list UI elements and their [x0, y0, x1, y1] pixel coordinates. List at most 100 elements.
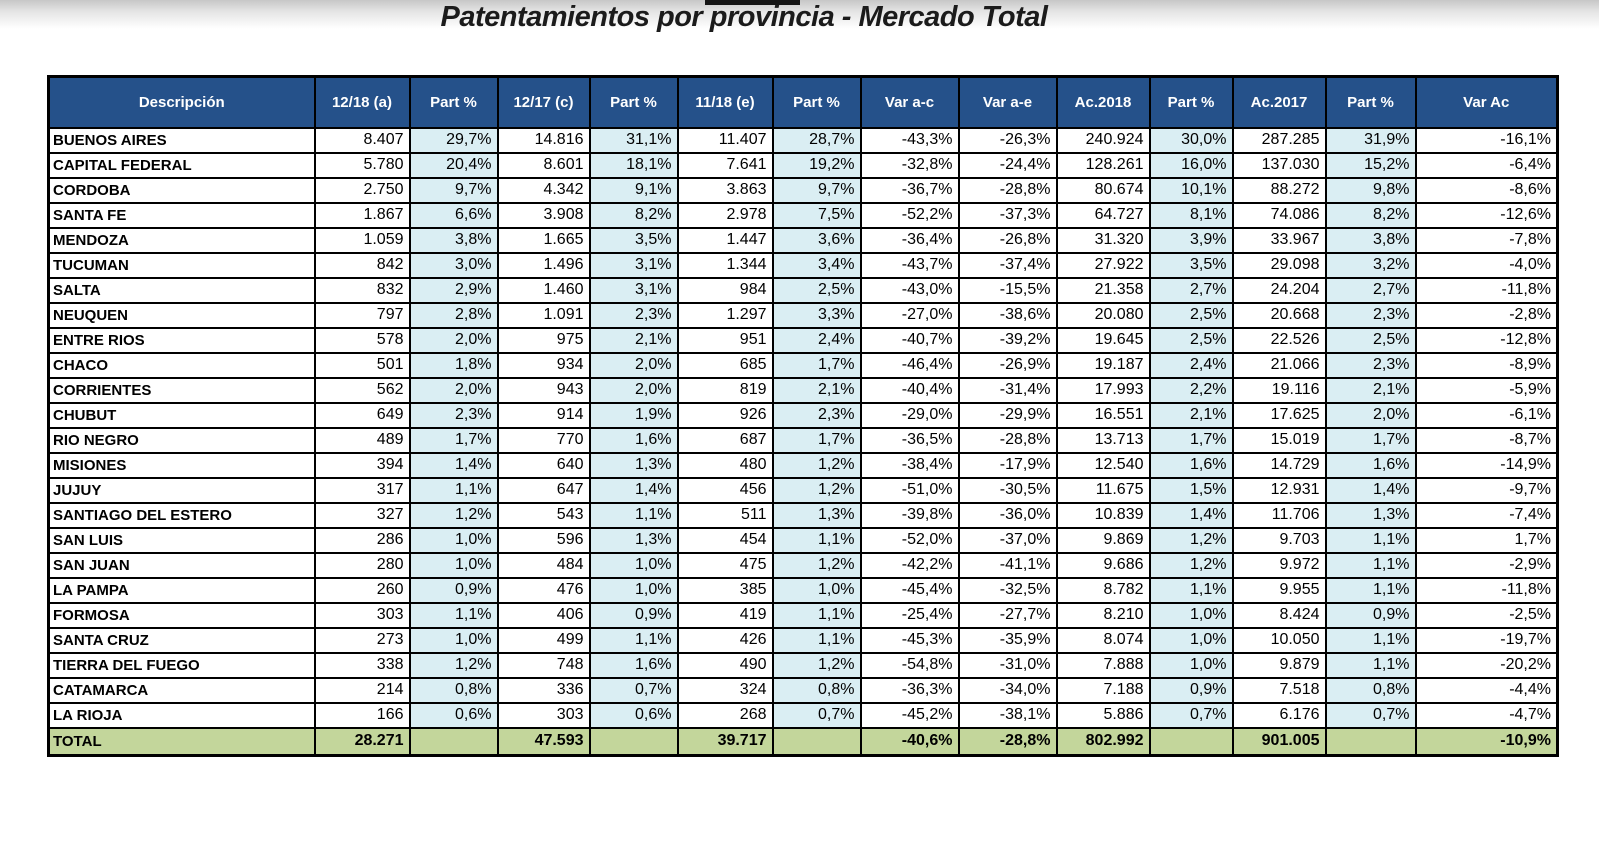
cell-value: 19.116	[1231, 376, 1327, 404]
cell-value: -52,0%	[859, 526, 960, 554]
column-header: Part %	[771, 75, 862, 129]
cell-province: SANTA CRUZ	[47, 626, 316, 654]
cell-value: -38,4%	[859, 451, 960, 479]
cell-value: 21.066	[1231, 351, 1327, 379]
table-row: FORMOSA 303 1,1% 406 0,9% 419 1,1% -25,4% -27,7%…	[47, 601, 1559, 629]
cell-value: -2,5%	[1414, 601, 1559, 629]
cell-value: 10.050	[1231, 626, 1327, 654]
cell-value: 317	[313, 476, 411, 504]
table-row: CHACO 501 1,8% 934 2,0% 685 1,7% -46,4% -26,9% 19…	[47, 351, 1559, 379]
total-value	[408, 726, 499, 757]
cell-value: 1,0%	[408, 626, 499, 654]
cell-value: 3,8%	[408, 226, 499, 254]
cell-value: -11,8%	[1414, 576, 1559, 604]
cell-value: 3,3%	[771, 301, 862, 329]
table-row: MISIONES 394 1,4% 640 1,3% 480 1,2% -38,4% -17,9…	[47, 451, 1559, 479]
cell-value: 0,9%	[408, 576, 499, 604]
top-gradient	[0, 0, 1599, 32]
cell-value: 419	[676, 601, 774, 629]
cell-value: 1.297	[676, 301, 774, 329]
cell-province: SANTIAGO DEL ESTERO	[47, 501, 316, 529]
cell-value: 1,2%	[771, 651, 862, 679]
cell-value: -39,8%	[859, 501, 960, 529]
table-row: CORRIENTES 562 2,0% 943 2,0% 819 2,1% -40,4% -31…	[47, 376, 1559, 404]
column-header: Var a-c	[859, 75, 960, 129]
cell-value: -43,3%	[859, 126, 960, 154]
cell-value: 1,7%	[408, 426, 499, 454]
cell-value: -40,7%	[859, 326, 960, 354]
cell-value: 1,6%	[588, 651, 679, 679]
cell-value: 426	[676, 626, 774, 654]
cell-province: CHUBUT	[47, 401, 316, 429]
cell-value: 685	[676, 351, 774, 379]
cell-value: -8,9%	[1414, 351, 1559, 379]
cell-value: -37,4%	[957, 251, 1058, 279]
cell-value: 832	[313, 276, 411, 304]
cell-value: 20,4%	[408, 151, 499, 179]
cell-value: -25,4%	[859, 601, 960, 629]
patentamientos-table-wrap: Descripción 12/18 (a) Part % 12/17 (c) Part …	[47, 75, 1559, 757]
cell-value: 3,4%	[771, 251, 862, 279]
cell-value: 19.187	[1055, 351, 1151, 379]
cell-value: 303	[313, 601, 411, 629]
cell-value: 214	[313, 676, 411, 704]
cell-value: -12,6%	[1414, 201, 1559, 229]
cell-value: 2,0%	[1324, 401, 1417, 429]
cell-value: 1,1%	[408, 601, 499, 629]
cell-province: SAN JUAN	[47, 551, 316, 579]
cell-value: 1.344	[676, 251, 774, 279]
cell-value: 1.059	[313, 226, 411, 254]
cell-value: 1.091	[496, 301, 591, 329]
cell-value: -2,8%	[1414, 301, 1559, 329]
cell-value: 8,2%	[588, 201, 679, 229]
cell-value: 7.888	[1055, 651, 1151, 679]
column-header: Var a-e	[957, 75, 1058, 129]
cell-value: 2,8%	[408, 301, 499, 329]
cell-value: -37,0%	[957, 526, 1058, 554]
cell-value: -36,4%	[859, 226, 960, 254]
cell-value: 596	[496, 526, 591, 554]
cell-value: 819	[676, 376, 774, 404]
cell-value: -36,3%	[859, 676, 960, 704]
cell-value: 338	[313, 651, 411, 679]
cell-value: 20.080	[1055, 301, 1151, 329]
total-label: TOTAL	[47, 726, 316, 757]
cell-value: -7,4%	[1414, 501, 1559, 529]
cell-value: 1.447	[676, 226, 774, 254]
cell-value: 9.686	[1055, 551, 1151, 579]
cell-value: 2,4%	[771, 326, 862, 354]
cell-value: 0,9%	[588, 601, 679, 629]
cell-value: -12,8%	[1414, 326, 1559, 354]
cell-value: 1.867	[313, 201, 411, 229]
cell-value: 9.879	[1231, 651, 1327, 679]
cell-value: 2,7%	[1324, 276, 1417, 304]
cell-value: 1,3%	[588, 451, 679, 479]
cell-value: 456	[676, 476, 774, 504]
cell-value: 1,0%	[588, 576, 679, 604]
cell-value: 1,4%	[1148, 501, 1234, 529]
cell-value: 1,2%	[1148, 526, 1234, 554]
cell-value: 2,3%	[771, 401, 862, 429]
cell-value: 19,2%	[771, 151, 862, 179]
cell-value: 926	[676, 401, 774, 429]
cell-value: -43,7%	[859, 251, 960, 279]
cell-value: 31,9%	[1324, 126, 1417, 154]
cell-value: 406	[496, 601, 591, 629]
table-body: BUENOS AIRES 8.407 29,7% 14.816 31,1% 11.407 2…	[47, 126, 1559, 729]
cell-province: NEUQUEN	[47, 301, 316, 329]
column-header: Part %	[588, 75, 679, 129]
cell-value: 0,8%	[1324, 676, 1417, 704]
cell-value: 1,5%	[1148, 476, 1234, 504]
cell-value: -14,9%	[1414, 451, 1559, 479]
cell-value: 9,8%	[1324, 176, 1417, 204]
cell-value: 1,0%	[1148, 626, 1234, 654]
cell-value: 0,9%	[1148, 676, 1234, 704]
cell-value: -54,8%	[859, 651, 960, 679]
cell-value: -24,4%	[957, 151, 1058, 179]
total-value: 47.593	[496, 726, 591, 757]
cell-value: -45,2%	[859, 701, 960, 729]
cell-value: 9.703	[1231, 526, 1327, 554]
cell-value: -32,5%	[957, 576, 1058, 604]
patentamientos-table: Descripción 12/18 (a) Part % 12/17 (c) Part …	[47, 75, 1559, 757]
cell-value: 12.540	[1055, 451, 1151, 479]
